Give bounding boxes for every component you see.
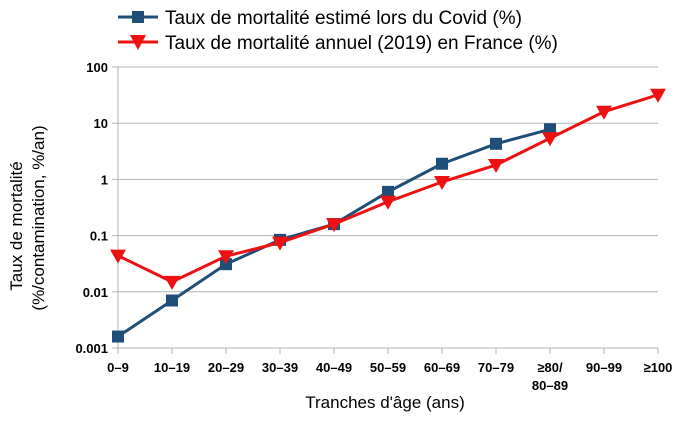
legend-label-annual: Taux de mortalité annuel (2019) en Franc… <box>165 33 558 54</box>
x-tick-label: ≥80/80–89 <box>532 360 568 393</box>
series-line <box>117 127 551 338</box>
data-point <box>326 218 342 233</box>
series-layer <box>110 88 666 343</box>
series-covid <box>112 123 556 343</box>
legend-marker-annual <box>130 35 146 50</box>
legend-marker-covid <box>132 11 144 23</box>
y-axis-title-line2: (%/contamination, %/an) <box>29 125 48 310</box>
legend: Taux de mortalité estimé lors du Covid (… <box>118 8 558 54</box>
data-point <box>488 159 504 174</box>
axes <box>117 67 659 354</box>
data-point <box>112 330 124 343</box>
x-tick-label: 70–79 <box>478 360 514 375</box>
data-point <box>272 236 288 251</box>
y-tick-label: 0.001 <box>75 341 108 356</box>
x-tick-label: ≥100 <box>644 360 673 375</box>
x-tick-label: 40–49 <box>316 360 352 375</box>
series-annual <box>110 88 666 290</box>
legend-item-annual: Taux de mortalité annuel (2019) en Franc… <box>118 33 558 54</box>
y-tick-label: 1 <box>101 172 108 187</box>
data-point <box>382 185 394 198</box>
data-point <box>380 195 396 210</box>
y-tick-label: 10 <box>94 116 108 131</box>
data-point <box>434 175 450 190</box>
x-tick-label: 60–69 <box>424 360 460 375</box>
data-point <box>650 88 666 103</box>
x-tick-label: 50–59 <box>370 360 406 375</box>
x-tick-label: 90–99 <box>586 360 622 375</box>
data-point <box>596 105 612 120</box>
x-tick-label: 10–19 <box>154 360 190 375</box>
x-tick-label: 30–39 <box>262 360 298 375</box>
x-tick-label: 20–29 <box>208 360 244 375</box>
x-tick-label: 0–9 <box>107 360 129 375</box>
legend-item-covid: Taux de mortalité estimé lors du Covid (… <box>118 8 522 29</box>
x-axis-title: Tranches d'âge (ans) <box>305 393 464 412</box>
data-point <box>164 275 180 290</box>
data-point <box>490 137 502 150</box>
y-tick-label: 100 <box>86 60 108 75</box>
y-tick-label: 0.01 <box>83 285 108 300</box>
y-axis-title-line1: Taux de mortalité <box>7 161 26 290</box>
data-point <box>166 294 178 307</box>
tick-labels: 0.001 0.01 0.1 1 10 100 0–9 10–19 20–29 30–39 40–4… <box>75 60 672 393</box>
legend-label-covid: Taux de mortalité estimé lors du Covid (… <box>165 8 522 29</box>
grid-lines <box>112 66 658 349</box>
y-tick-label: 0.1 <box>90 229 108 244</box>
data-point <box>110 249 126 264</box>
data-point <box>218 250 234 265</box>
data-point <box>542 132 558 147</box>
data-point <box>436 157 448 170</box>
